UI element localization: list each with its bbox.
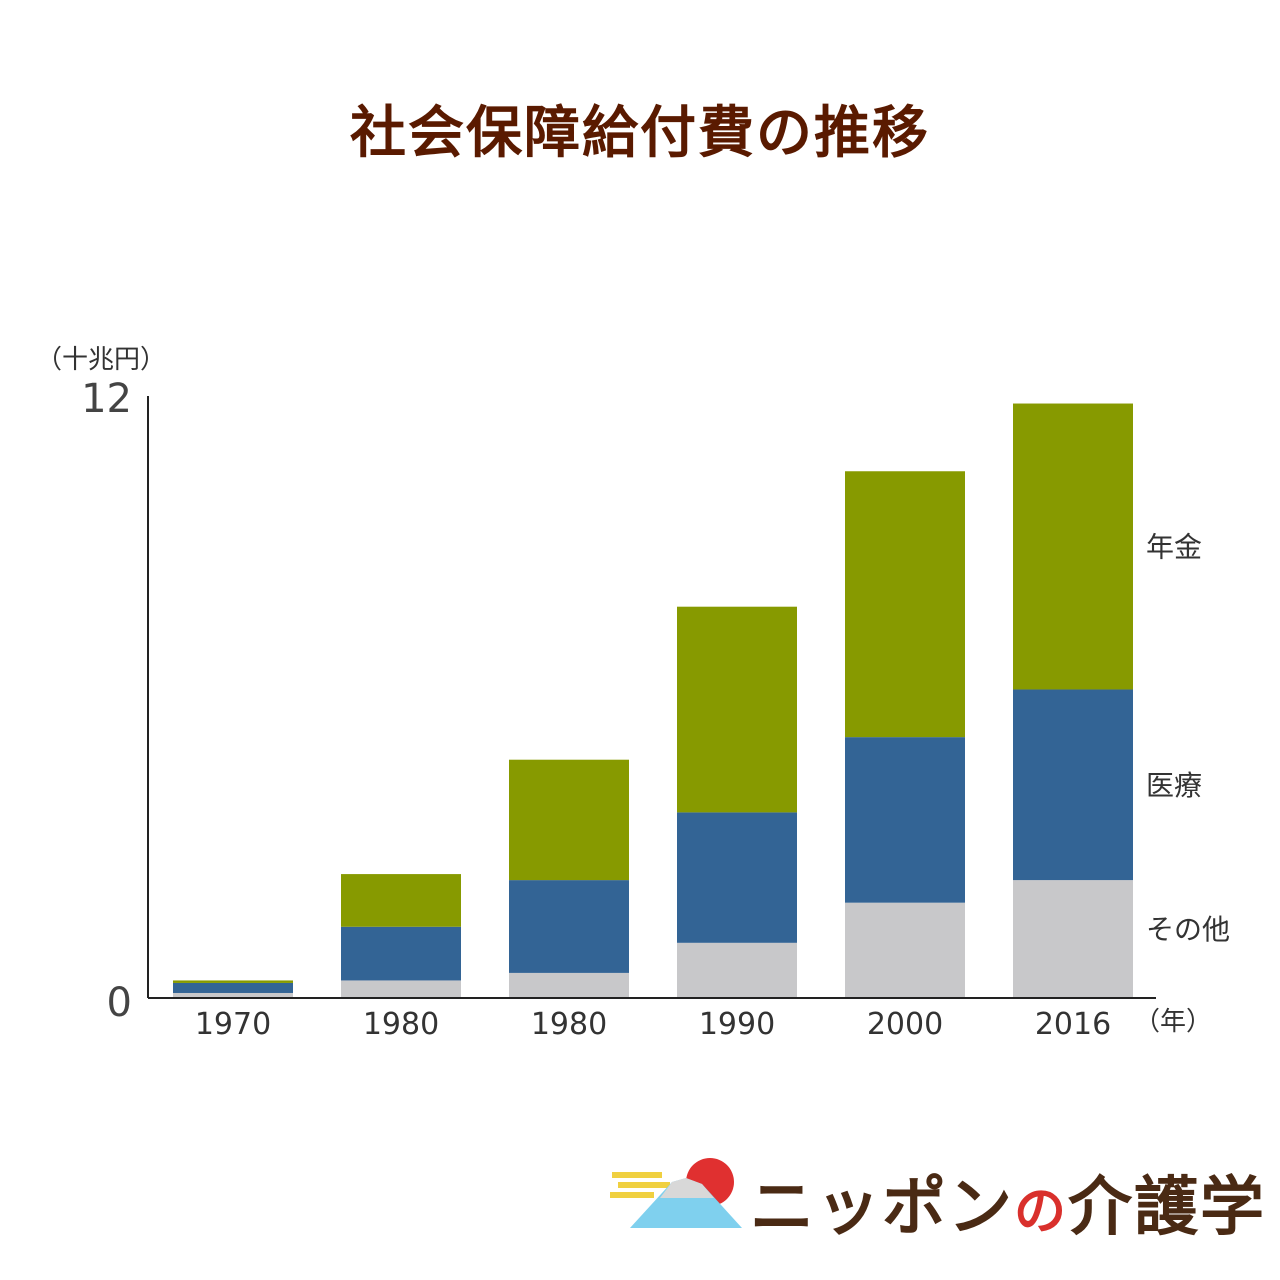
x-tick-label: 1970	[195, 1007, 271, 1042]
bar-1990-3-series-0	[677, 942, 797, 998]
bar-2016-5-series-0	[1013, 880, 1133, 998]
bar-1990-3-series-2	[677, 606, 797, 813]
bar-1980-1-series-0	[341, 980, 461, 998]
x-tick-label: 1990	[699, 1007, 775, 1042]
bar-1980-2-series-1	[509, 880, 629, 973]
logo-text-part2: の	[1014, 1182, 1069, 1242]
bar-1970-0-series-0	[173, 992, 293, 998]
bar-1980-2-series-2	[509, 759, 629, 881]
x-tick-label: 1980	[531, 1007, 607, 1042]
site-logo[interactable]: ニッポンの介護学	[610, 1152, 1264, 1245]
x-tick-label: 1980	[363, 1007, 439, 1042]
bar-1970-0-series-2	[173, 980, 293, 983]
logo-text-part1: ニッポン	[750, 1171, 1014, 1245]
bar-2000-4-series-0	[845, 902, 965, 998]
y-axis-unit-label: （十兆円）	[36, 345, 166, 375]
bar-2016-5-series-1	[1013, 689, 1133, 881]
y-tick-label: 0	[107, 980, 132, 1026]
logo-text: ニッポンの介護学	[750, 1156, 1266, 1248]
bar-1980-1-series-1	[341, 926, 461, 981]
x-axis-unit-label: （年）	[1134, 1007, 1212, 1037]
bar-2000-4-series-1	[845, 737, 965, 903]
legend-label-series-2: 年金	[1146, 531, 1202, 564]
bar-1990-3-series-1	[677, 812, 797, 943]
legend-label-series-0: その他	[1146, 913, 1230, 946]
y-tick-label: 12	[81, 376, 132, 422]
legend-label-series-1: 医療	[1146, 769, 1202, 802]
x-tick-label: 2016	[1035, 1007, 1111, 1042]
chart-title: 社会保障給付費の推移	[350, 101, 930, 166]
bar-2016-5-series-2	[1013, 403, 1133, 690]
bar-1980-1-series-2	[341, 874, 461, 927]
bar-1970-0-series-1	[173, 982, 293, 993]
chart-svg: 1970 1980 1980 1990 2000 2016 0 12（十兆円） （年） その他 医療…	[36, 345, 1230, 1042]
bar-2000-4-series-2	[845, 471, 965, 738]
logo-text-part3: 介護学	[1068, 1171, 1267, 1245]
bar-1980-2-series-0	[509, 972, 629, 998]
mount-fuji-logo-icon	[610, 1158, 742, 1228]
x-tick-label: 2000	[867, 1007, 943, 1042]
